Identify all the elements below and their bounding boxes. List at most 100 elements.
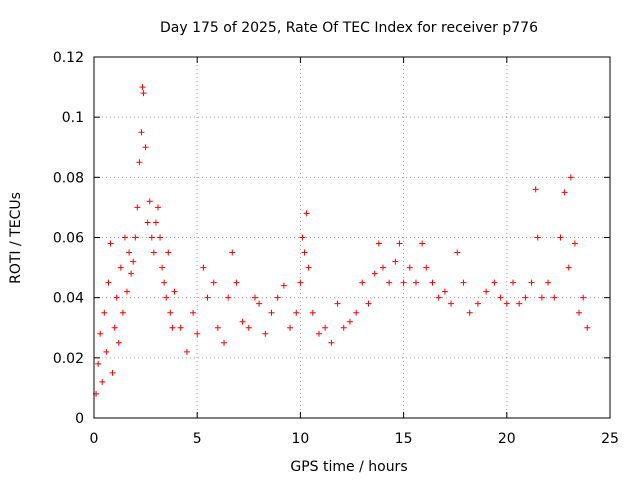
data-point xyxy=(251,294,258,301)
data-point xyxy=(565,264,572,271)
data-point xyxy=(371,270,378,277)
data-point xyxy=(466,309,473,316)
data-point xyxy=(353,309,360,316)
data-point xyxy=(150,249,157,256)
data-point xyxy=(340,324,347,331)
data-point xyxy=(140,90,147,97)
data-point xyxy=(194,330,201,337)
data-point xyxy=(423,264,430,271)
data-point xyxy=(396,240,403,247)
x-tick-label: 5 xyxy=(193,431,202,447)
data-point xyxy=(171,288,178,295)
data-point xyxy=(392,258,399,265)
data-point xyxy=(233,279,240,286)
data-point xyxy=(97,330,104,337)
data-point xyxy=(221,339,228,346)
data-point xyxy=(146,198,153,205)
data-point xyxy=(119,309,126,316)
data-point xyxy=(448,300,455,307)
data-point xyxy=(509,279,516,286)
data-point xyxy=(142,144,149,151)
x-tick-label: 10 xyxy=(291,431,309,447)
y-tick-label: 0.04 xyxy=(53,291,84,307)
data-point xyxy=(584,324,591,331)
data-point xyxy=(190,309,197,316)
data-point xyxy=(126,249,133,256)
data-point xyxy=(262,330,269,337)
data-points xyxy=(93,84,591,397)
data-point xyxy=(580,294,587,301)
data-point xyxy=(167,309,174,316)
data-point xyxy=(576,309,583,316)
data-point xyxy=(144,219,151,226)
x-tick-label: 25 xyxy=(601,431,619,447)
data-point xyxy=(532,186,539,193)
data-point xyxy=(301,249,308,256)
axis-ticks: 0 5 10 15 20 25 0 0.02 0.04 0.06 0.08 0.1 0.12 xyxy=(53,50,619,447)
data-point xyxy=(138,129,145,136)
data-point xyxy=(571,240,578,247)
data-point xyxy=(315,330,322,337)
data-point xyxy=(225,294,232,301)
data-point xyxy=(117,264,124,271)
data-point xyxy=(528,279,535,286)
data-point xyxy=(365,300,372,307)
data-point xyxy=(200,264,207,271)
data-point xyxy=(309,309,316,316)
data-point xyxy=(305,264,312,271)
data-point xyxy=(386,279,393,286)
data-point xyxy=(359,279,366,286)
data-point xyxy=(139,84,146,91)
plot-frame xyxy=(93,56,611,419)
data-point xyxy=(346,318,353,325)
grid-lines xyxy=(94,57,610,418)
data-point xyxy=(239,318,246,325)
data-point xyxy=(177,324,184,331)
data-point xyxy=(161,279,168,286)
data-point xyxy=(159,264,166,271)
data-point xyxy=(134,204,141,211)
data-point xyxy=(157,234,164,241)
data-point xyxy=(214,324,221,331)
data-point xyxy=(557,234,564,241)
data-point xyxy=(229,249,236,256)
data-point xyxy=(516,300,523,307)
data-point xyxy=(132,234,139,241)
data-point xyxy=(204,294,211,301)
data-point xyxy=(375,240,382,247)
data-point xyxy=(491,279,498,286)
x-axis-label: GPS time / hours xyxy=(290,459,407,475)
data-point xyxy=(165,249,172,256)
data-point xyxy=(328,339,335,346)
data-point xyxy=(107,240,114,247)
data-point xyxy=(154,204,161,211)
data-point xyxy=(169,324,176,331)
data-point xyxy=(419,240,426,247)
data-point xyxy=(245,324,252,331)
data-point xyxy=(551,294,558,301)
data-point xyxy=(210,279,217,286)
data-point xyxy=(400,279,407,286)
data-point xyxy=(503,300,510,307)
chart-title: Day 175 of 2025, Rate Of TEC Index for r… xyxy=(160,20,538,36)
data-point xyxy=(406,264,413,271)
data-point xyxy=(460,279,467,286)
data-point xyxy=(274,294,281,301)
data-point xyxy=(130,258,137,265)
data-point xyxy=(534,234,541,241)
data-point xyxy=(483,288,490,295)
data-point xyxy=(538,294,545,301)
data-point xyxy=(299,234,306,241)
data-point xyxy=(124,288,131,295)
data-point xyxy=(334,300,341,307)
data-point xyxy=(183,348,190,355)
data-point xyxy=(429,279,436,286)
data-point xyxy=(113,294,120,301)
data-point xyxy=(152,219,159,226)
data-point xyxy=(105,279,112,286)
data-point xyxy=(136,159,143,166)
data-point xyxy=(379,264,386,271)
data-point xyxy=(297,279,304,286)
data-point xyxy=(268,309,275,316)
